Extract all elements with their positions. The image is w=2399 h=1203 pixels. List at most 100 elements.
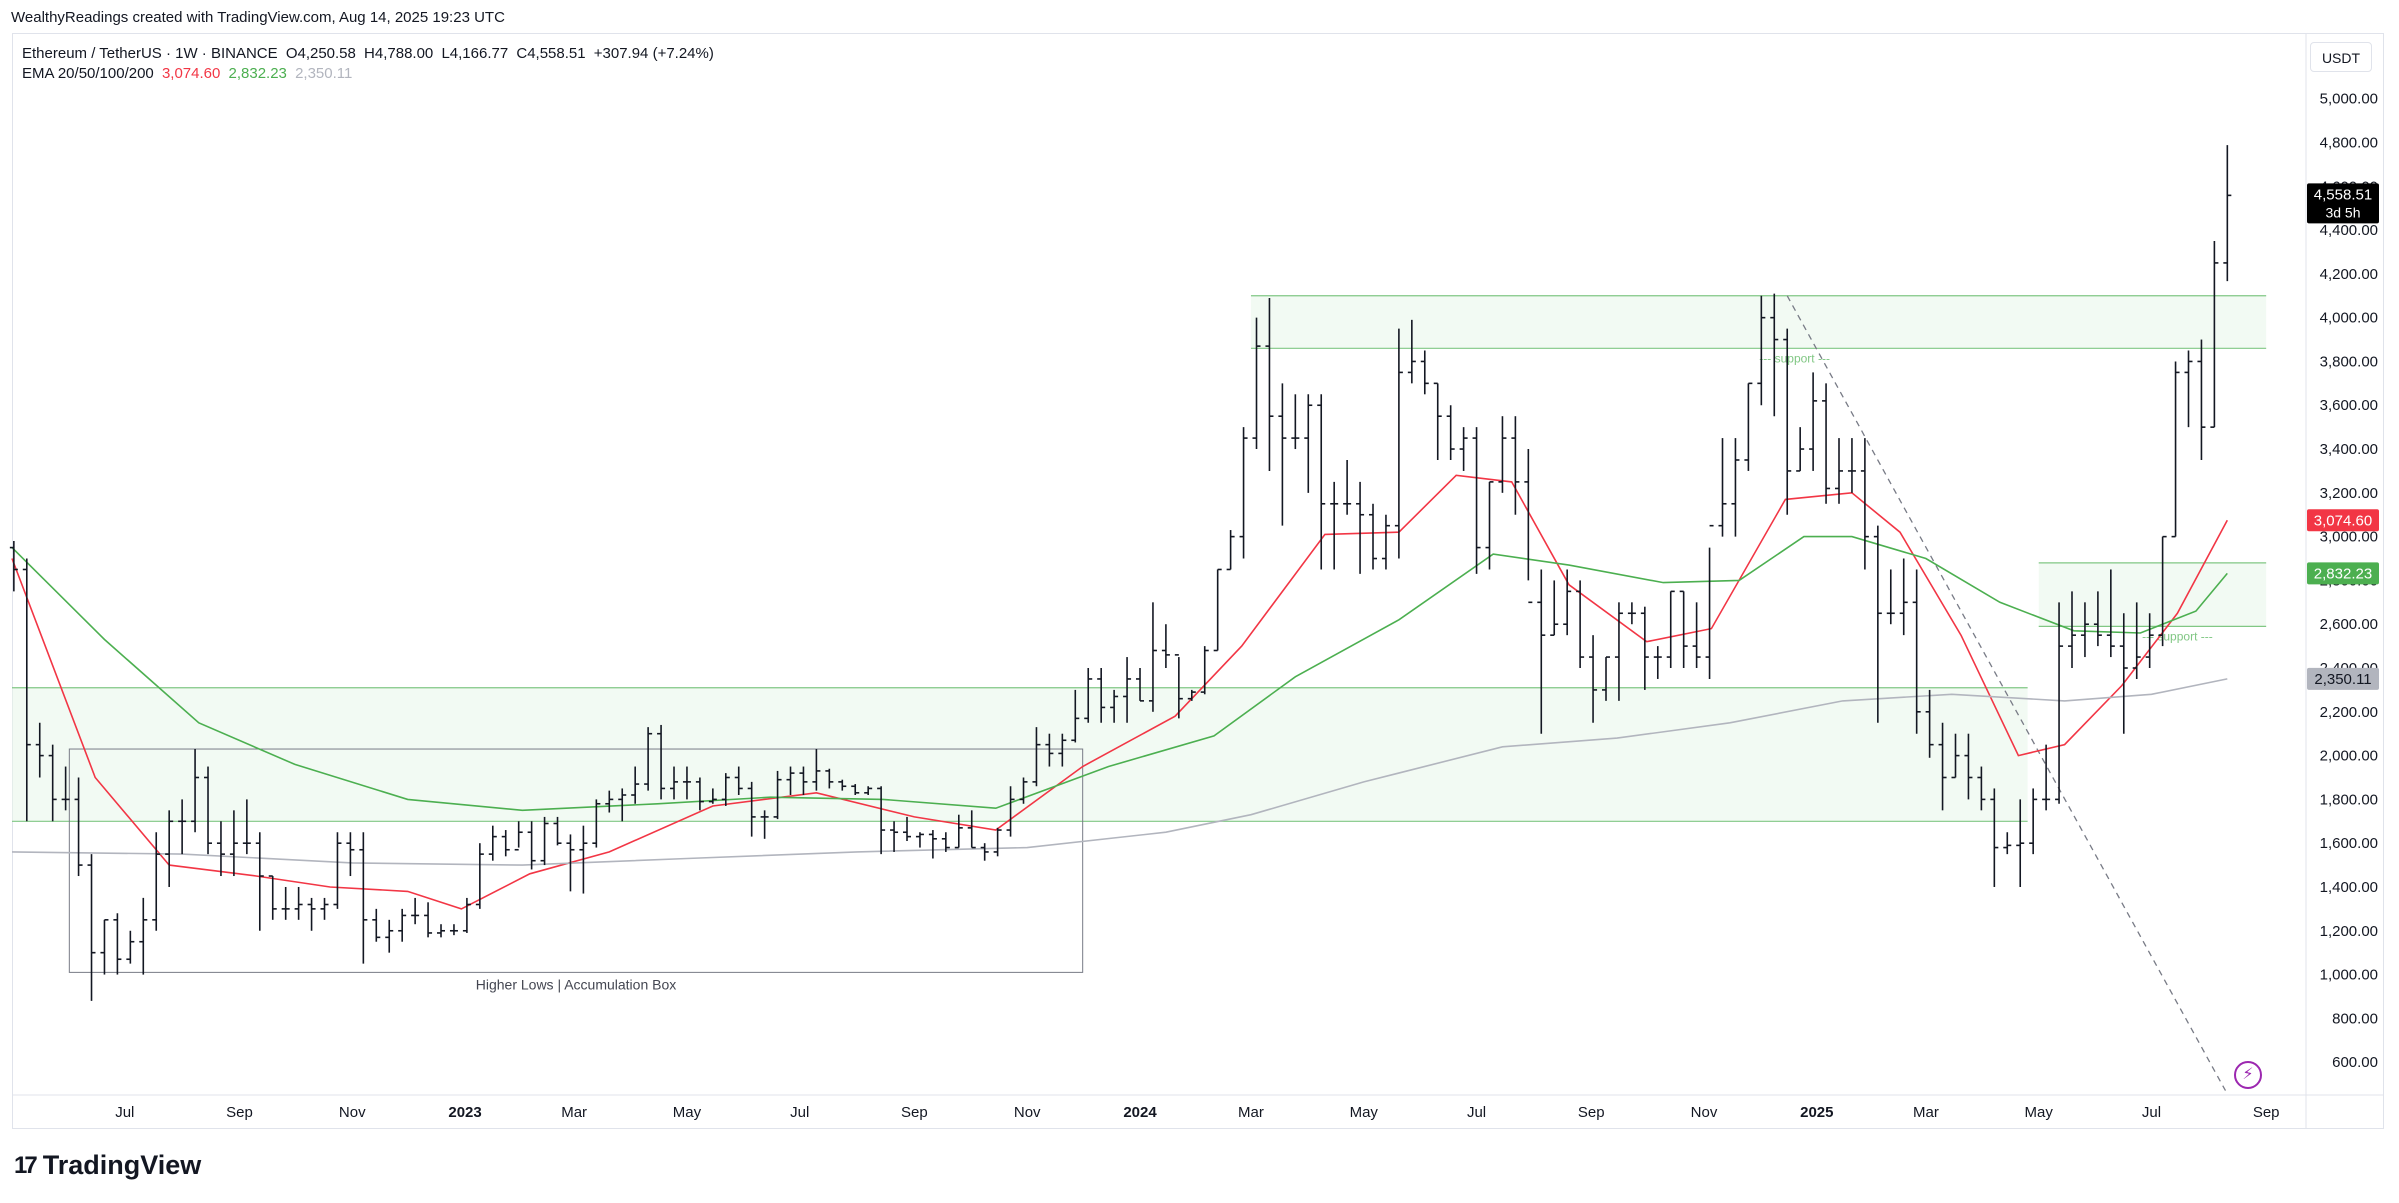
ohlc-bar	[890, 821, 899, 852]
ema-legend: EMA 20/50/100/200 3,074.60 2,832.23 2,35…	[22, 64, 718, 84]
ohlc-bar	[372, 908, 381, 942]
ohlc-bar	[411, 897, 420, 925]
ohlc-bar	[2197, 339, 2206, 460]
ohlc-bar	[281, 886, 290, 920]
ohlc-bar	[980, 843, 989, 861]
ohlc-bar	[2080, 602, 2089, 658]
x-tick-label: May	[673, 1104, 702, 1121]
ohlc-bar	[1330, 481, 1339, 570]
ohlc-bars	[9, 145, 2232, 1001]
ohlc-bar	[359, 832, 368, 964]
y-tick-label: 600.00	[2332, 1054, 2378, 1071]
x-tick-label: May	[2025, 1104, 2054, 1121]
ohlc-bar	[1899, 558, 1908, 636]
ohlc-bar	[1770, 293, 1779, 417]
ohlc-bar	[967, 810, 976, 849]
chart-frame	[12, 33, 2384, 1129]
ohlc-bar	[1964, 733, 1973, 800]
ohlc-bar	[126, 930, 135, 964]
ohlc-bar	[1084, 668, 1093, 723]
ohlc-bar	[1990, 788, 1999, 887]
x-tick-label: Mar	[1238, 1104, 1264, 1121]
ohlc-bar	[734, 766, 743, 796]
ohlc-bar	[1666, 590, 1675, 669]
ohlc-bar	[695, 777, 704, 811]
ema-label[interactable]: EMA 20/50/100/200	[22, 65, 154, 82]
ohlc-bar	[747, 781, 756, 837]
ohlc-bar	[1110, 689, 1119, 723]
ema100-value: 2,350.11	[295, 65, 353, 82]
ohlc-bar	[1835, 438, 1844, 504]
ohlc-bar	[488, 825, 497, 861]
ohlc-bar	[398, 908, 407, 942]
ohlc-bar	[1343, 459, 1352, 515]
price-label-bg	[2307, 562, 2379, 585]
y-tick-label: 800.00	[2332, 1010, 2378, 1027]
ohlc-bar	[1822, 383, 1831, 504]
ohlc-bar	[22, 558, 31, 822]
ema-line	[11, 678, 2228, 866]
ohlc-bar	[1291, 394, 1300, 450]
currency-button[interactable]: USDT	[2310, 42, 2372, 72]
ohlc-bar	[1718, 438, 1727, 537]
ohlc-bar	[48, 744, 57, 822]
ohlc-bar	[139, 897, 148, 975]
price-label-bg	[2307, 183, 2379, 224]
x-tick-label: Nov	[339, 1104, 366, 1121]
ohlc-bar	[1433, 382, 1442, 460]
ohlc-bar	[204, 766, 213, 855]
ohlc-bar	[1692, 602, 1701, 669]
x-tick-label: Jul	[2142, 1104, 2161, 1121]
ohlc-bar	[1381, 514, 1390, 570]
tradingview-logo[interactable]: 17 TradingView	[14, 1150, 201, 1181]
y-tick-label: 1,400.00	[2320, 879, 2378, 896]
ohlc-bar	[1537, 569, 1546, 734]
price-label-text: 2,832.23	[2314, 565, 2372, 582]
ohlc-bar	[437, 924, 446, 938]
ohlc-bar	[1847, 438, 1856, 493]
y-tick-label: 2,000.00	[2320, 748, 2378, 765]
ohlc-bar	[1136, 668, 1145, 702]
ohlc-bar	[1097, 668, 1106, 723]
ohlc-bar	[2132, 602, 2141, 679]
ohlc-bar	[1420, 350, 1429, 395]
ohlc-bar	[320, 897, 329, 920]
ohlc-bar	[35, 722, 44, 778]
ema-line	[11, 474, 2229, 910]
ohlc-bar	[333, 832, 342, 909]
ema20-value: 3,074.60	[161, 65, 221, 82]
ohlc-bar	[2003, 832, 2012, 855]
x-tick-label: 2025	[1800, 1104, 1833, 1121]
ohlc-bar	[346, 832, 355, 877]
y-tick-label: 4,800.00	[2320, 134, 2378, 151]
ohlc-bar	[941, 832, 950, 852]
ohlc-bar	[462, 897, 471, 933]
zone-fill	[2038, 562, 2267, 627]
x-tick-label: 2023	[448, 1104, 481, 1121]
ohlc-bar	[2145, 613, 2154, 669]
lightning-icon[interactable]: ⚡	[2234, 1061, 2262, 1089]
x-tick-label: Mar	[1913, 1104, 1939, 1121]
ohlc-bar	[1006, 786, 1015, 837]
ohlc-bar	[566, 834, 575, 892]
y-tick-label: 3,200.00	[2320, 485, 2378, 502]
y-tick-label: 1,800.00	[2320, 791, 2378, 808]
y-tick-label: 1,200.00	[2320, 923, 2378, 940]
ohlc-bar	[216, 821, 225, 877]
ohlc-bar	[877, 786, 886, 855]
symbol-label[interactable]: Ethereum / TetherUS · 1W · BINANCE	[22, 45, 278, 62]
ohlc-bar	[178, 799, 187, 855]
price-label-subtext: 3d 5h	[2325, 204, 2360, 220]
x-tick-label: Mar	[561, 1104, 587, 1121]
ohlc-bar	[1886, 569, 1895, 625]
ohlc-bar	[2068, 591, 2077, 669]
ohlc-bar	[61, 766, 70, 811]
ohlc-bar	[2171, 361, 2180, 538]
ohlc-bar	[708, 788, 717, 804]
ohlc-bar	[993, 827, 1002, 857]
ohlc-bar	[682, 766, 691, 800]
ohlc-bar	[825, 768, 834, 789]
ohlc-bar	[618, 788, 627, 822]
x-tick-label: Sep	[901, 1104, 928, 1121]
